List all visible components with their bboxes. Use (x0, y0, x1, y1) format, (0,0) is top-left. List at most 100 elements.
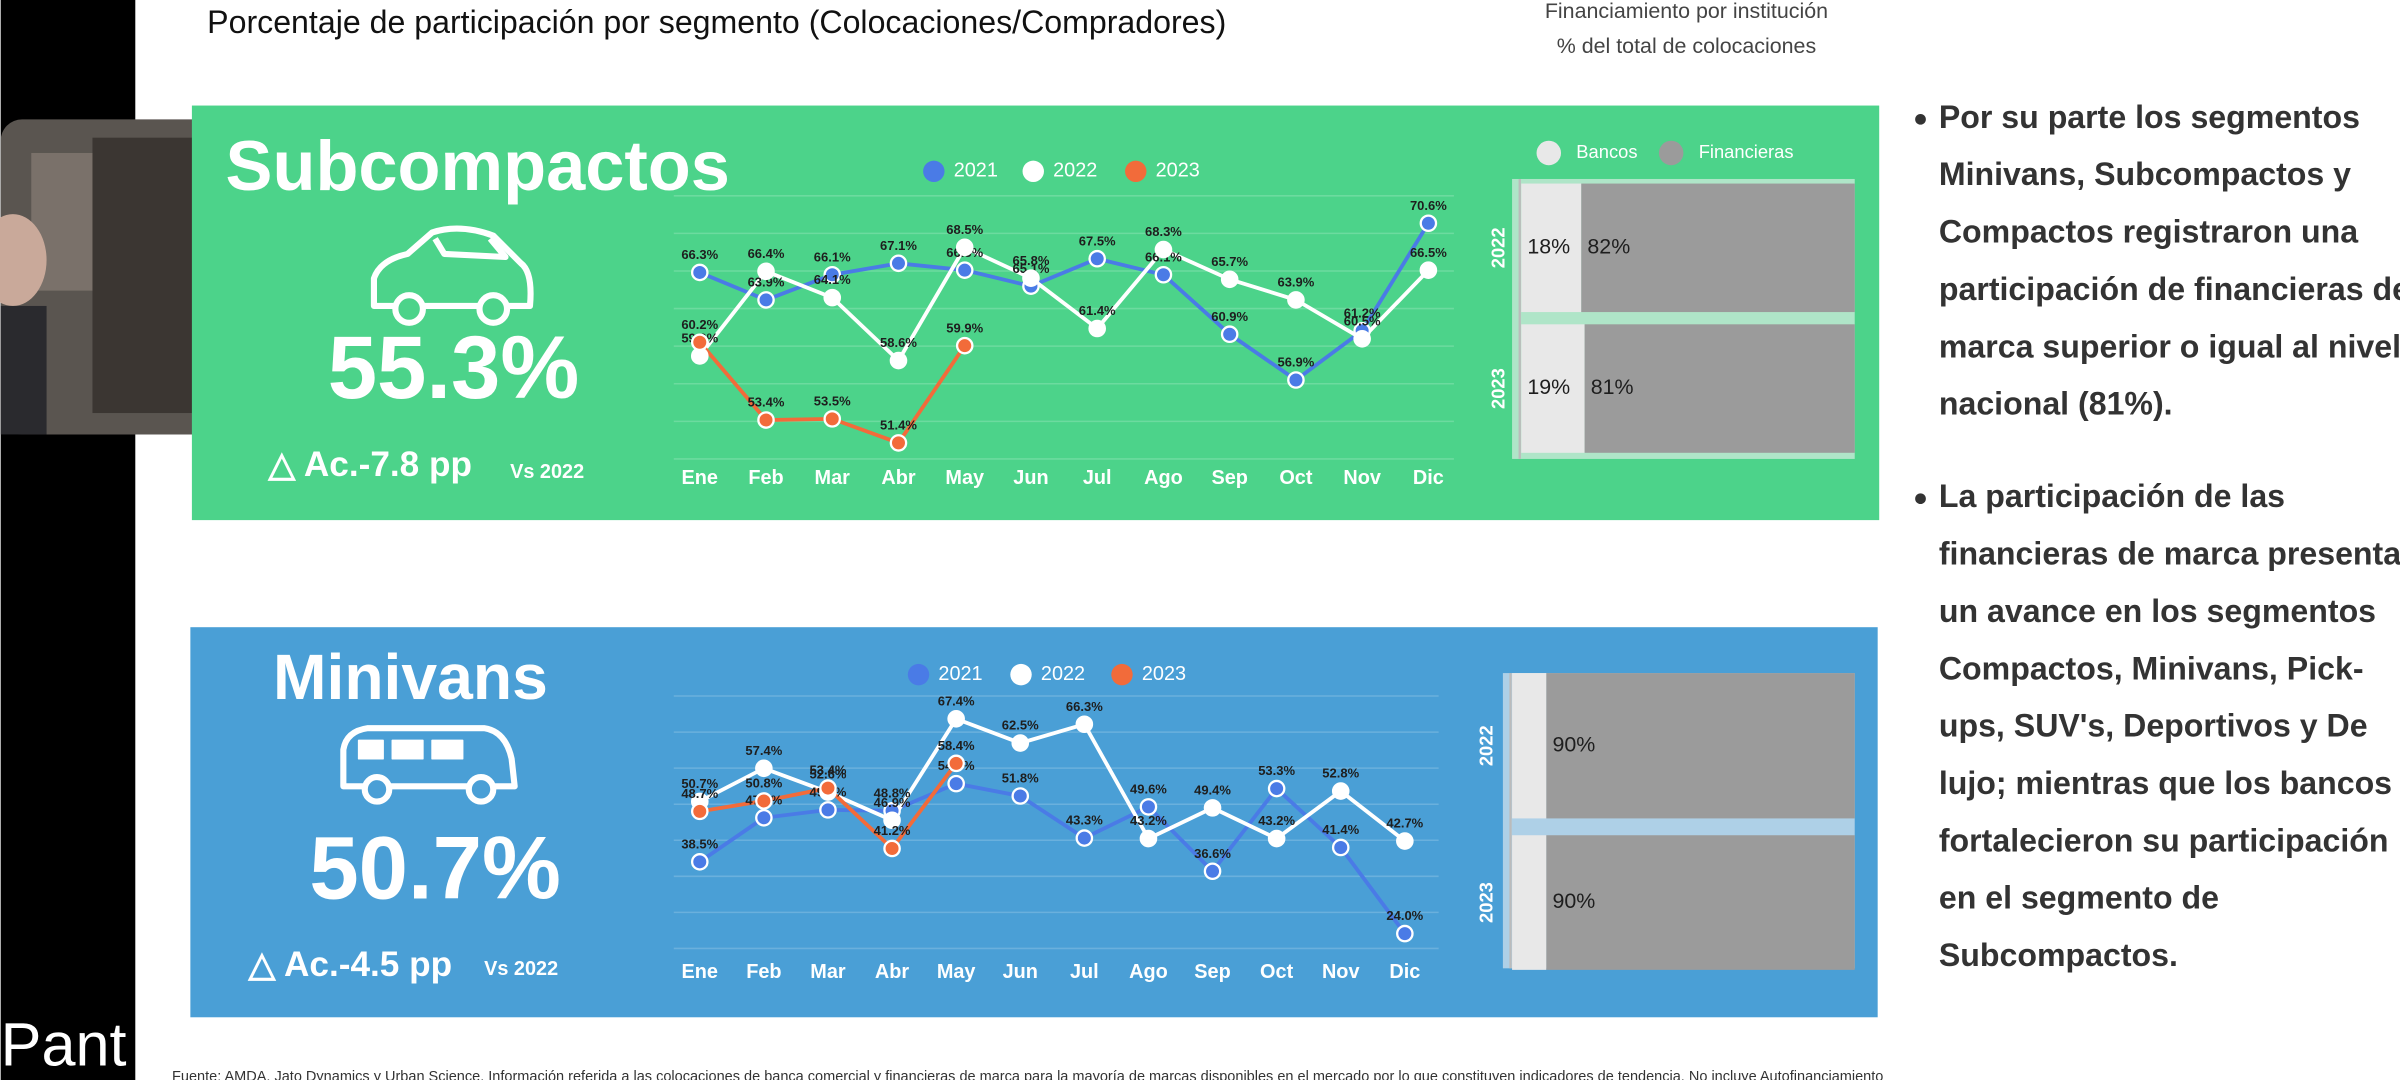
minivan-icon (340, 725, 518, 805)
bar-segment (1512, 835, 1547, 970)
series-point (955, 238, 974, 257)
x-tick-label: Mar (810, 961, 846, 983)
series-point (755, 759, 773, 778)
bullet-text: Subcompactos. (1939, 937, 2178, 973)
data-label: 66.5% (1410, 245, 1447, 260)
data-label: 66.3% (681, 247, 718, 262)
series-point (757, 411, 775, 429)
bullet-text: un avance en los segmentos (1939, 593, 2376, 629)
webcam-shelf (92, 137, 200, 414)
series-point (1419, 261, 1438, 279)
data-label: 65.1% (1013, 261, 1050, 276)
bullet-text: marca superior o igual al nivel (1939, 328, 2400, 364)
series-point (883, 839, 901, 858)
series-point (823, 265, 842, 284)
x-tick-label: Jul (1070, 961, 1099, 983)
legend-marker (923, 160, 945, 183)
data-label: 43.2% (1258, 813, 1295, 828)
bullet-text: ups, SUV's, Deportivos y De (1939, 708, 2368, 744)
data-label: 48.7% (681, 786, 718, 801)
data-label: 63.9% (748, 275, 785, 290)
legend-marker (1111, 663, 1133, 686)
data-label: 64.1% (814, 272, 851, 287)
series-point (757, 291, 775, 309)
series-point (690, 853, 709, 871)
series-line (698, 244, 1430, 364)
row-year: 2022 (1488, 227, 1509, 268)
segment-share: 55.3% (328, 318, 580, 417)
series-point (1011, 734, 1030, 752)
slide-title: Porcentaje de participación por segmento… (207, 4, 1226, 40)
bullets: Por su parte los segmentos Minivans, Subc… (1915, 99, 2400, 973)
data-label: 60.5% (1344, 313, 1381, 328)
data-label: 60.2% (681, 317, 718, 332)
series-point (883, 811, 901, 830)
data-label: 61.4% (1079, 303, 1116, 318)
series-point (1011, 787, 1030, 805)
series-point (819, 779, 837, 797)
bar-segment (1546, 835, 1855, 970)
x-tick-label: May (937, 961, 976, 983)
series-point (947, 754, 965, 773)
series-point (690, 263, 709, 282)
legend-marker (1010, 663, 1032, 686)
bullet-text: Por su parte los segmentos (1939, 99, 2360, 135)
data-label: 50.7% (681, 776, 718, 791)
segment-delta: △ Ac.-4.5 pp (247, 945, 452, 984)
x-tick-label: Ago (1129, 961, 1168, 983)
series-point (1267, 779, 1286, 798)
webcam-person (0, 214, 47, 306)
bullet-text: lujo; mientras que los bancos (1939, 765, 2392, 801)
series-point (955, 336, 974, 355)
series-point (690, 802, 709, 821)
legend-label: 2022 (1053, 160, 1097, 182)
van-window (357, 739, 384, 760)
bullet-text: en el segmento de (1939, 880, 2219, 916)
series-point (1396, 832, 1414, 850)
bullet-text: La participación de las (1939, 478, 2285, 514)
segment-title: Minivans (273, 641, 548, 713)
data-label: 49.6% (1130, 782, 1167, 797)
data-label: 57.4% (745, 743, 782, 758)
webcam-shirt (0, 305, 47, 435)
x-tick-label: Ago (1144, 467, 1183, 489)
van-wheel (361, 774, 393, 805)
data-label: 43.3% (1066, 813, 1103, 828)
series-point (889, 351, 908, 370)
x-tick-label: Sep (1194, 961, 1230, 983)
bar-label: 90% (1552, 889, 1595, 913)
legend-marker (1125, 160, 1147, 183)
data-label: 24.0% (1386, 908, 1423, 923)
x-tick-label: Ene (682, 467, 718, 489)
data-label: 53.4% (810, 763, 847, 778)
bullet-text: Compactos registraron una (1939, 214, 2359, 250)
van-window (391, 739, 424, 760)
x-tick-label: Ene (682, 961, 718, 983)
data-label: 66.4% (748, 246, 785, 261)
bar-segment (1521, 324, 1585, 453)
series-point (1088, 249, 1106, 268)
x-tick-label: Nov (1322, 961, 1360, 983)
row-year: 2023 (1488, 368, 1509, 409)
legend-marker (1022, 160, 1044, 183)
data-label: 67.1% (880, 238, 917, 253)
car-window (432, 236, 509, 261)
legend-marker (1536, 140, 1562, 166)
data-label: 63.9% (1277, 275, 1314, 290)
data-label: 41.2% (874, 823, 911, 838)
bar-segment (1584, 324, 1855, 453)
x-tick-label: Feb (748, 467, 783, 489)
van-body (340, 725, 518, 790)
x-tick-label: Jun (1013, 467, 1048, 489)
webcam (0, 119, 215, 435)
data-label: 62.5% (1002, 718, 1039, 733)
legend-label: 2023 (1142, 663, 1186, 685)
series-point (1419, 214, 1438, 233)
bullet-text: Compactos, Minivans, Pick- (1939, 650, 2364, 686)
data-label: 49.4% (1194, 782, 1231, 797)
segment-panel: Subcompactos 55.3% △ Ac.-7.8 pp Vs 2022 Ene F… (191, 105, 1880, 521)
data-label: 67.5% (1079, 233, 1116, 248)
financing-subheader: % del total de colocaciones (1557, 34, 1816, 58)
segment-share: 50.7% (309, 818, 561, 917)
